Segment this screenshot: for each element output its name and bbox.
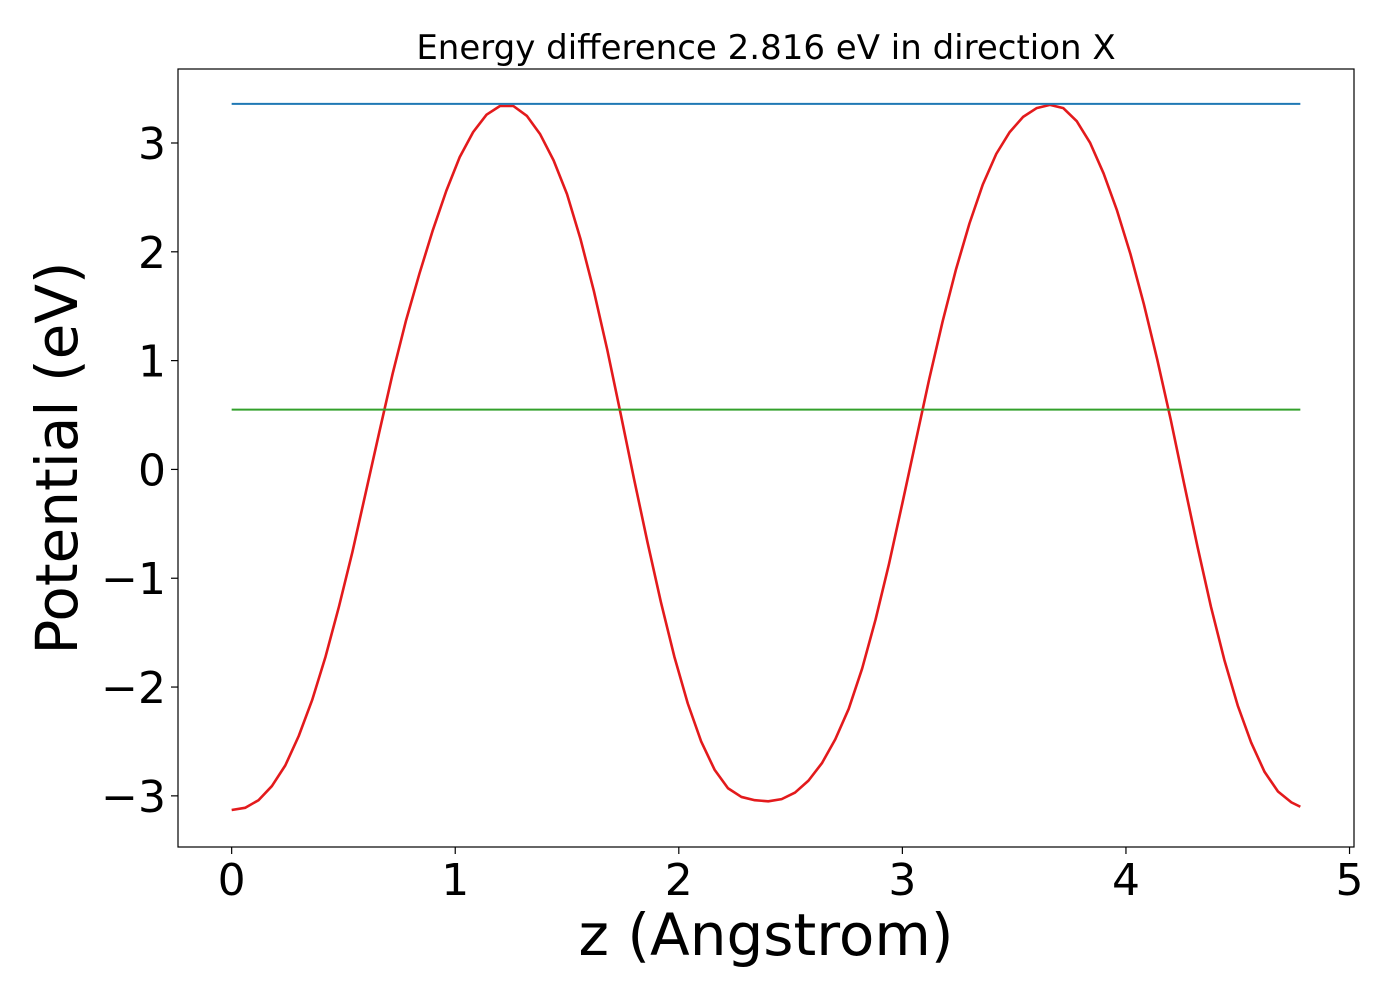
y-tick-label: 3 [138, 119, 166, 170]
x-tick-label: 3 [888, 855, 916, 906]
chart-title: Energy difference 2.816 eV in direction … [416, 28, 1115, 68]
plot-frame [177, 68, 1355, 848]
x-tick-label: 4 [1112, 855, 1140, 906]
series-layer [231, 102, 1301, 812]
y-tick-label: 2 [138, 228, 166, 279]
x-axis-label: z (Angstrom) [579, 901, 954, 969]
y-axis-label: Potential (eV) [23, 261, 91, 654]
y-tick-label: −1 [101, 554, 166, 605]
x-tick-label: 2 [665, 855, 693, 906]
y-tick-label: 0 [138, 445, 166, 496]
x-axis-ticks: 0 1 2 3 4 5 [218, 847, 1364, 906]
x-tick-label: 1 [441, 855, 469, 906]
x-tick-label: 5 [1336, 855, 1364, 906]
y-tick-label: 1 [138, 337, 166, 388]
y-axis-ticks: −3 −2 −1 0 1 2 3 [101, 119, 178, 823]
y-tick-label: −2 [101, 663, 166, 714]
series-line-0 [231, 103, 1301, 812]
y-tick-label: −3 [101, 772, 166, 823]
x-tick-label: 0 [218, 855, 246, 906]
